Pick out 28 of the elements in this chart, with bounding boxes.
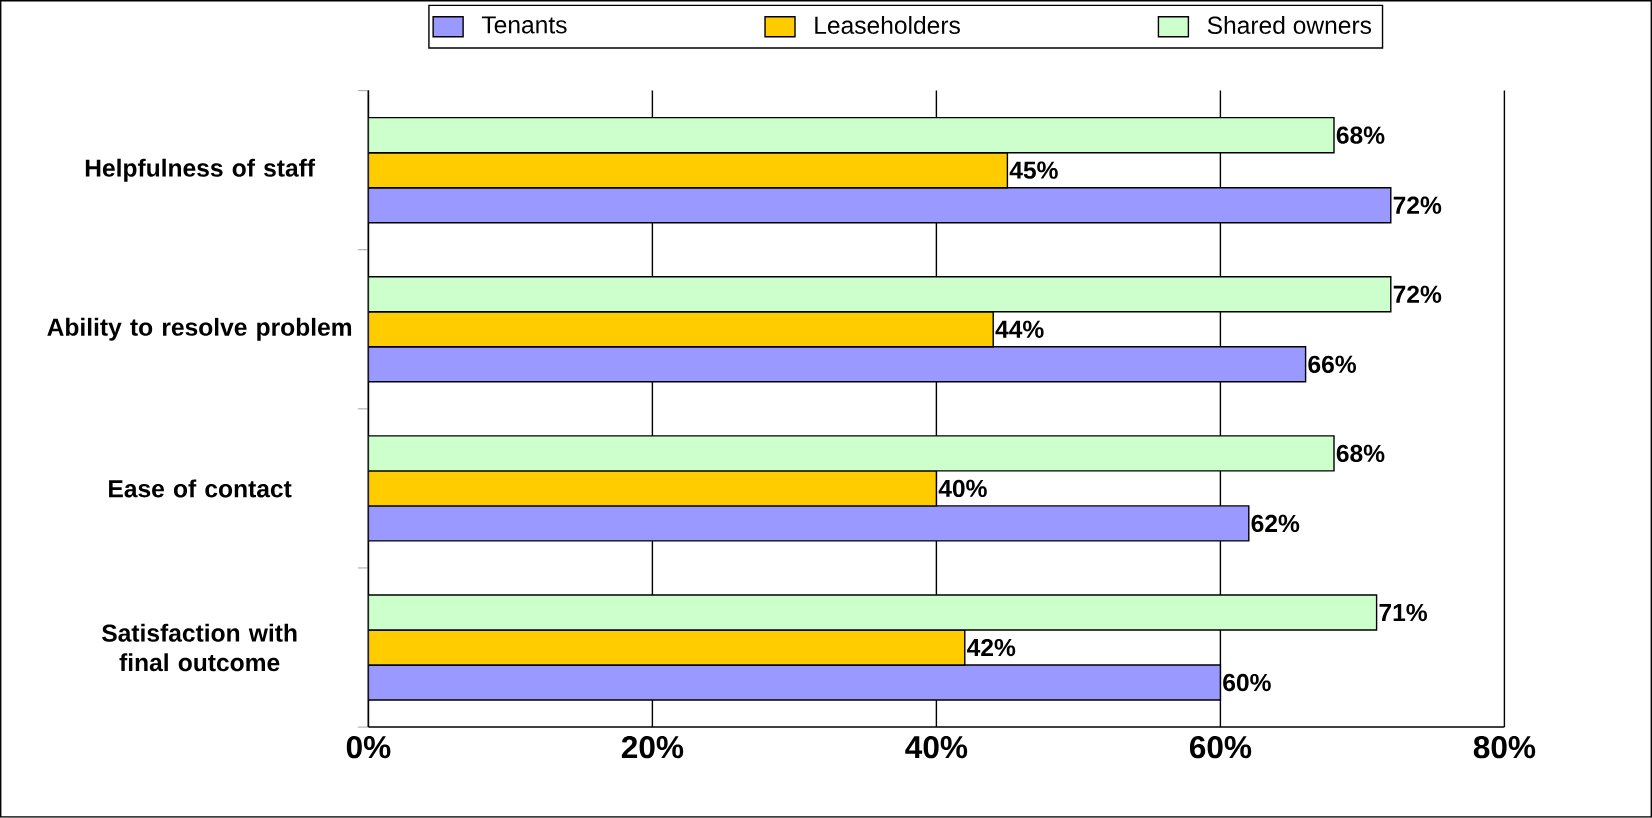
data-label: 40% xyxy=(938,479,987,498)
legend-label: Tenants xyxy=(481,16,567,34)
data-label: 60% xyxy=(1223,674,1271,692)
x-tick-label: 80% xyxy=(1473,736,1536,759)
bar xyxy=(368,311,994,348)
x-tick-label: 60% xyxy=(1189,736,1252,759)
data-label: 62% xyxy=(1251,514,1300,533)
data-label: 72% xyxy=(1393,285,1442,304)
bar xyxy=(368,470,938,507)
data-label: 71% xyxy=(1379,604,1428,622)
data-label: 44% xyxy=(995,320,1044,339)
y-tick-label: Ease of contact xyxy=(109,479,292,498)
x-tick-label: 20% xyxy=(621,736,684,759)
x-tick-label: 0% xyxy=(346,736,391,759)
legend-label: Shared owners xyxy=(1207,16,1372,35)
bar xyxy=(368,152,1009,189)
y-tick-label: Helpfulness of staff xyxy=(85,158,316,182)
x-tick-label: 40% xyxy=(905,736,968,759)
data-label: 66% xyxy=(1308,355,1357,374)
y-tick-label: Ability to resolve problem xyxy=(47,318,352,341)
bar xyxy=(368,629,966,666)
data-label: 45% xyxy=(1009,161,1058,179)
data-label: 68% xyxy=(1336,444,1385,463)
data-label: 68% xyxy=(1336,126,1385,144)
data-label: 72% xyxy=(1393,196,1442,214)
y-tick-label: Satisfaction with final outcome xyxy=(102,623,297,672)
legend-label: Leaseholders xyxy=(815,16,960,35)
data-label: 42% xyxy=(967,639,1016,657)
